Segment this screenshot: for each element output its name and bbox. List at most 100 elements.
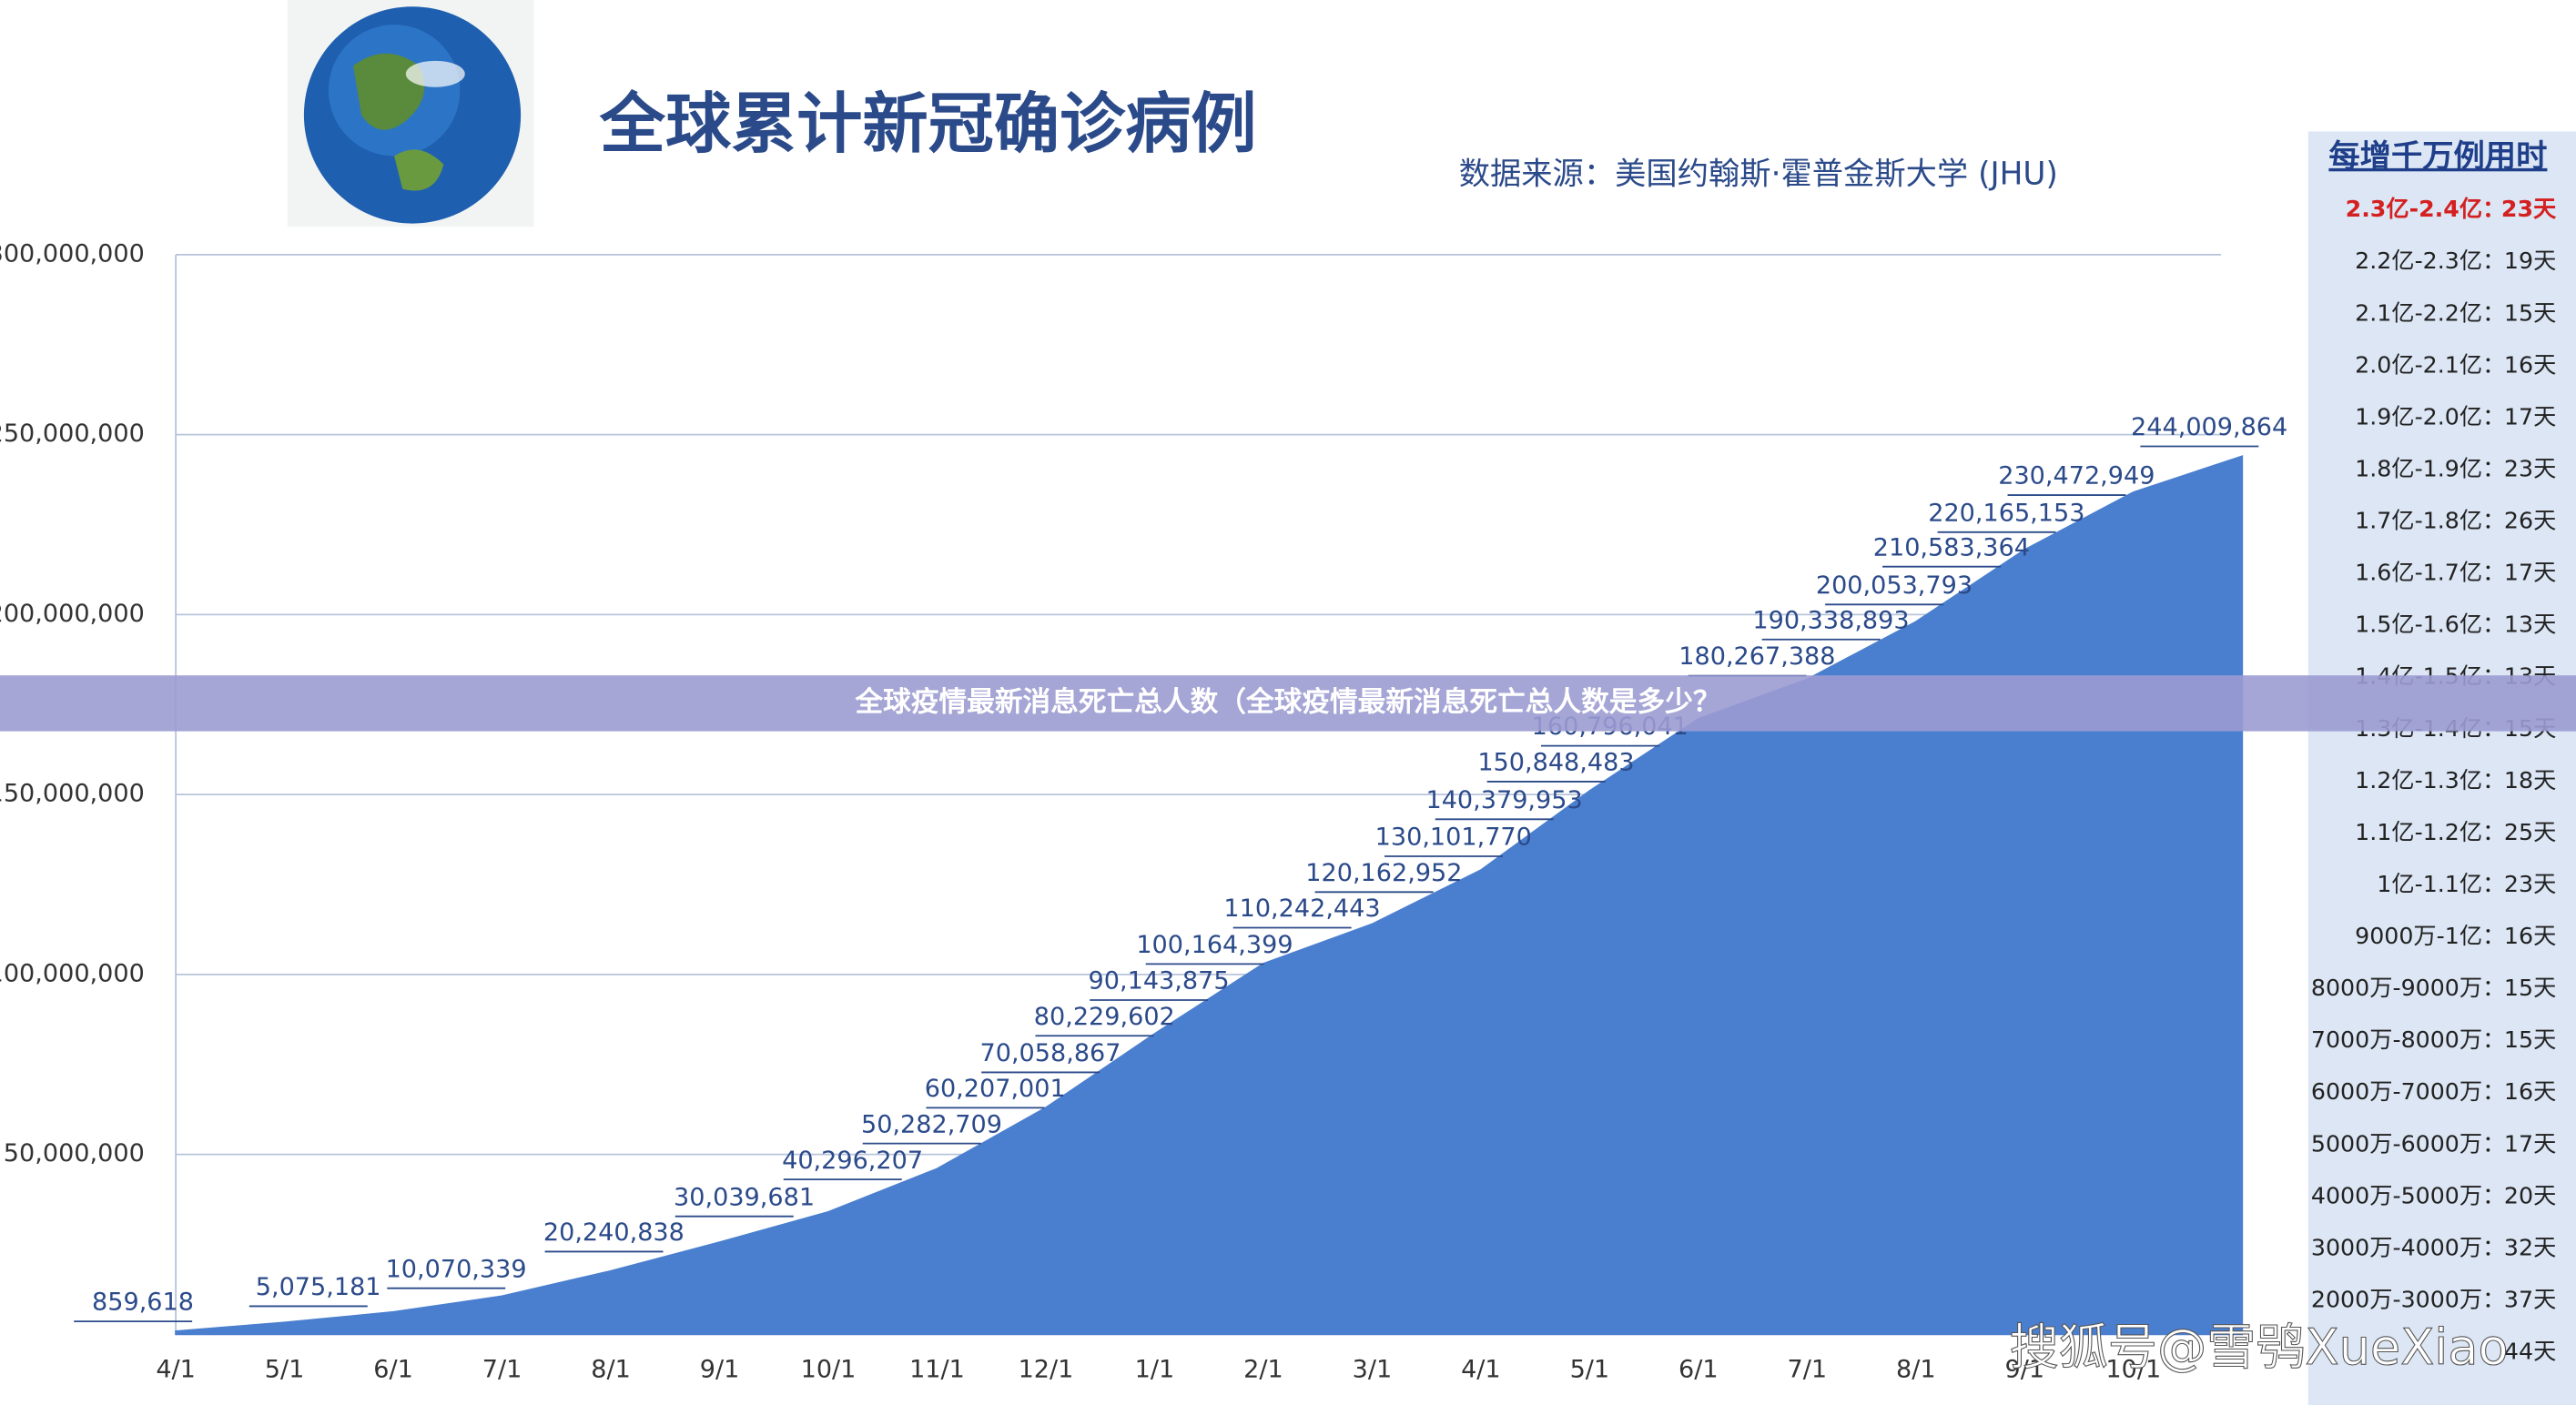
annotation-label: 110,242,443 (1223, 895, 1380, 923)
row-days: 15天 (2504, 1026, 2556, 1053)
watermark: 搜狐号@雪鸮XueXiao (2010, 1319, 2509, 1376)
x-tick-label: 4/1 (1461, 1356, 1501, 1384)
row-days: 23天 (2504, 871, 2556, 897)
row-range: 1.5亿-1.6亿： (2355, 612, 2505, 638)
row-range: 1.6亿-1.7亿： (2355, 560, 2505, 586)
row-days: 16天 (2504, 923, 2556, 949)
annotation-label: 210,583,364 (1873, 533, 2030, 561)
row-days: 16天 (2504, 1078, 2556, 1105)
row-range: 1.2亿-1.3亿： (2355, 767, 2505, 793)
annotation-label: 90,143,875 (1089, 967, 1230, 996)
y-tick-label: 50,000,000 (4, 1139, 145, 1167)
x-tick-label: 2/1 (1243, 1356, 1283, 1384)
side-table-title: 每增千万例用时 (2328, 138, 2547, 175)
banner-bg (0, 675, 2576, 732)
row-days: 23天 (2504, 455, 2556, 481)
row-range: 6000万-7000万： (2311, 1078, 2505, 1105)
annotation-label: 244,009,864 (2131, 413, 2287, 441)
annotation-label: 859,618 (92, 1289, 194, 1317)
row-range: 2.0亿-2.1亿： (2355, 351, 2505, 378)
plot: 50,000,000 100,000,000 150,000,000 200,000,… (0, 239, 2287, 1383)
row-days: 18天 (2504, 767, 2556, 793)
x-tick-label: 6/1 (1678, 1356, 1719, 1384)
row-days: 32天 (2504, 1234, 2556, 1260)
annotation-label: 10,070,339 (386, 1255, 527, 1283)
y-tick-label: 200,000,000 (0, 600, 145, 628)
annotation-label: 100,164,399 (1136, 931, 1293, 959)
x-tick-label: 10/1 (801, 1356, 857, 1384)
x-tick-label: 4/1 (156, 1356, 196, 1384)
y-tick-label: 250,000,000 (0, 419, 145, 448)
annotation-label: 130,101,770 (1375, 824, 1532, 852)
annotation-label: 180,267,388 (1678, 642, 1835, 671)
annotation-label: 190,338,893 (1752, 606, 1909, 634)
row-days: 19天 (2504, 248, 2556, 274)
row-days: 16天 (2504, 351, 2556, 378)
annotation-label: 200,053,793 (1816, 571, 1973, 600)
row-days: 44天 (2504, 1339, 2556, 1365)
chart-title: 全球累计新冠确诊病例 (599, 86, 1257, 163)
row-days: 17天 (2504, 403, 2556, 430)
annotation-label: 40,296,207 (782, 1147, 923, 1175)
annotation-label: 150,848,483 (1477, 749, 1634, 777)
row-range: 1.8亿-1.9亿： (2355, 455, 2505, 481)
x-tick-label: 6/1 (373, 1356, 413, 1384)
chart-subtitle: 数据来源：美国约翰斯·霍普金斯大学 (JHU) (1459, 157, 2058, 193)
annotation-label: 80,229,602 (1034, 1003, 1175, 1031)
x-tick-label: 9/1 (2005, 1356, 2045, 1384)
row-range: 2.3亿-2.4亿： (2346, 196, 2506, 222)
row-range: 1.7亿-1.8亿： (2355, 508, 2505, 534)
row-range: 9000万-1亿： (2355, 923, 2505, 949)
row-range: 3000万-4000万： (2311, 1234, 2505, 1260)
annotation-label: 120,162,952 (1305, 859, 1462, 887)
annotation-label: 50,282,709 (861, 1110, 1002, 1138)
row-range: 2.1亿-2.2亿： (2355, 299, 2505, 326)
row-range: 5000万-6000万： (2311, 1130, 2505, 1157)
x-tick-label: 1/1 (1135, 1356, 1175, 1384)
row-range: 2000万-3000万： (2311, 1287, 2505, 1313)
annotation-label: 140,379,953 (1425, 786, 1582, 814)
x-tick-label: 12/1 (1019, 1356, 1074, 1384)
x-tick-label: 5/1 (265, 1356, 305, 1384)
y-tick-label: 300,000,000 (0, 239, 145, 268)
row-days: 25天 (2504, 819, 2556, 845)
x-tick-label: 8/1 (1896, 1356, 1936, 1384)
annotation-label: 220,165,153 (1928, 499, 2084, 527)
row-days: 15天 (2504, 299, 2556, 326)
x-tick-label: 5/1 (1570, 1356, 1610, 1384)
annotation-label: 60,207,001 (925, 1075, 1066, 1103)
y-tick-label: 100,000,000 (0, 959, 145, 987)
row-range: 7000万-8000万： (2311, 1026, 2505, 1053)
x-tick-label: 8/1 (591, 1356, 631, 1384)
row-range: 1亿-1.1亿： (2377, 871, 2505, 897)
x-tick-label: 9/1 (700, 1356, 740, 1384)
side-table-bg (2307, 131, 2576, 1405)
banner: 全球疫情最新消息死亡总人数（全球疫情最新消息死亡总人数是多少？ (854, 685, 1720, 718)
row-days: 37天 (2504, 1287, 2556, 1313)
row-days: 17天 (2504, 560, 2556, 586)
x-tick-label: 3/1 (1353, 1356, 1393, 1384)
x-tick-label: 10/1 (2105, 1356, 2161, 1384)
annotation-label: 230,472,949 (1998, 462, 2155, 490)
x-tick-label: 7/1 (482, 1356, 522, 1384)
annotation-label: 30,039,681 (674, 1183, 815, 1211)
row-days: 26天 (2504, 508, 2556, 534)
row-range: 8000万-9000万： (2311, 975, 2505, 1001)
annotation-label: 70,058,867 (980, 1039, 1121, 1067)
row-range: 2.2亿-2.3亿： (2355, 248, 2505, 274)
annotation-label: 20,240,838 (543, 1218, 685, 1247)
globe (287, 0, 534, 227)
row-days: 17天 (2504, 1130, 2556, 1157)
row-range: 1.9亿-2.0亿： (2355, 403, 2505, 430)
y-tick-label: 150,000,000 (0, 780, 145, 808)
annotation-label: 5,075,181 (256, 1273, 381, 1301)
row-days: 23天 (2501, 196, 2557, 222)
row-days: 20天 (2504, 1182, 2556, 1208)
row-range: 4000万-5000万： (2311, 1182, 2505, 1208)
x-tick-label: 11/1 (909, 1356, 965, 1384)
row-days: 15天 (2504, 975, 2556, 1001)
row-range: 1.1亿-1.2亿： (2355, 819, 2505, 845)
x-tick-label: 7/1 (1788, 1356, 1828, 1384)
